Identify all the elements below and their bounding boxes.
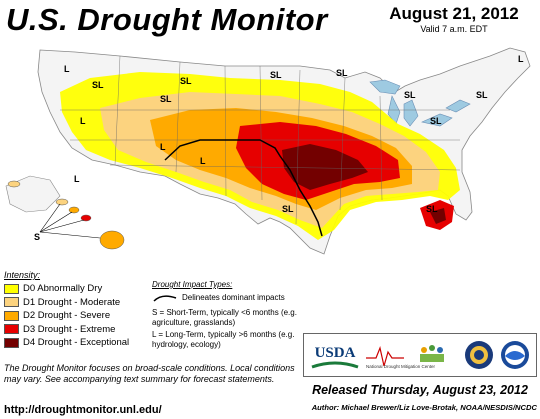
impact-s-text: S = Short-Term, typically <6 months (e.g… <box>152 308 297 327</box>
legend-label-d3: D3 Drought - Extreme <box>23 323 116 335</box>
label-l-west: L <box>160 142 166 152</box>
disclaimer-text: The Drought Monitor focuses on broad-sca… <box>4 363 295 384</box>
drought-map: SL SL SL SL SL SL SL SL SL SL L L L L L … <box>5 47 531 255</box>
map-date: August 21, 2012 <box>389 4 519 23</box>
d4-region <box>282 144 368 190</box>
valid-time: Valid 7 a.m. EDT <box>420 24 488 34</box>
intensity-legend: Intensity: D0 Abnormally Dry D1 Drought … <box>4 270 144 350</box>
impact-title: Drought Impact Types: <box>152 280 233 289</box>
legend-label-d1: D1 Drought - Moderate <box>23 296 121 308</box>
doc-seal-icon <box>465 341 493 369</box>
impact-s-row: S = Short-Term, typically <6 months (e.g… <box>152 308 302 327</box>
hawaii-callout-lines <box>39 203 101 239</box>
label-s-hi: S <box>34 232 40 242</box>
usda-logo-text: USDA <box>314 345 356 361</box>
legend-item-d4: D4 Drought - Exceptional <box>4 336 144 350</box>
label-sl-ga: SL <box>426 204 438 214</box>
label-sl-oh: SL <box>430 116 442 126</box>
impact-boundary-line <box>164 139 323 237</box>
swatch-d0 <box>4 283 19 294</box>
legend-item-d3: D3 Drought - Extreme <box>4 323 144 337</box>
noaa-logo-icon <box>501 341 529 369</box>
swatch-d2 <box>4 310 19 321</box>
ndmc-logo-icon <box>366 345 444 367</box>
label-sl-tx: SL <box>282 204 294 214</box>
label-l-nm: L <box>200 156 206 166</box>
agency-logos: USDA National Drought Mitigation Center <box>303 333 537 377</box>
impact-line-row: Delineates dominant impacts <box>152 293 302 306</box>
impact-l-text: L = Long-Term, typically >6 months (e.g.… <box>152 330 295 349</box>
label-l-ca: L <box>80 116 86 126</box>
label-sl-mi: SL <box>404 90 416 100</box>
legend-label-d4: D4 Drought - Exceptional <box>23 337 130 349</box>
label-sl-ny: SL <box>476 90 488 100</box>
georgia-d4 <box>430 208 446 224</box>
ndmc-logo-text: National Drought Mitigation Center <box>366 364 436 369</box>
hawaii-islands <box>7 180 125 250</box>
legend-title: Intensity: <box>4 270 41 280</box>
legend-label-d2: D2 Drought - Severe <box>23 310 111 322</box>
label-sl-wy: SL <box>160 94 172 104</box>
label-sl-mn: SL <box>336 68 348 78</box>
legend-item-d1: D1 Drought - Moderate <box>4 296 144 310</box>
label-sl-northwest: SL <box>92 80 104 90</box>
impact-types-legend: Drought Impact Types: Delineates dominan… <box>152 280 302 352</box>
legend-label-d0: D0 Abnormally Dry <box>23 283 103 295</box>
impact-line-text: Delineates dominant impacts <box>182 292 285 302</box>
legend-item-d0: D0 Abnormally Dry <box>4 282 144 296</box>
usda-logo-icon <box>311 361 359 369</box>
impact-l-row: L = Long-Term, typically >6 months (e.g.… <box>152 330 302 349</box>
swatch-d3 <box>4 324 19 335</box>
swatch-d1 <box>4 297 19 308</box>
label-sl-nd: SL <box>270 70 282 80</box>
map-title: U.S. Drought Monitor <box>6 2 328 37</box>
impact-line-icon <box>152 293 182 306</box>
swatch-d4 <box>4 337 19 348</box>
label-l-me: L <box>518 54 524 64</box>
release-date: Released Thursday, August 23, 2012 <box>312 383 528 397</box>
label-l-hi: L <box>74 174 80 184</box>
drought-monitor-link[interactable]: http://droughtmonitor.unl.edu/ <box>4 404 162 416</box>
legend-item-d2: D2 Drought - Severe <box>4 309 144 323</box>
authors-credit: Author: Michael Brewer/Liz Love-Brotak, … <box>311 403 537 412</box>
state-lines <box>60 55 461 225</box>
label-l-northwest: L <box>64 64 70 74</box>
label-sl-montana: SL <box>180 76 192 86</box>
